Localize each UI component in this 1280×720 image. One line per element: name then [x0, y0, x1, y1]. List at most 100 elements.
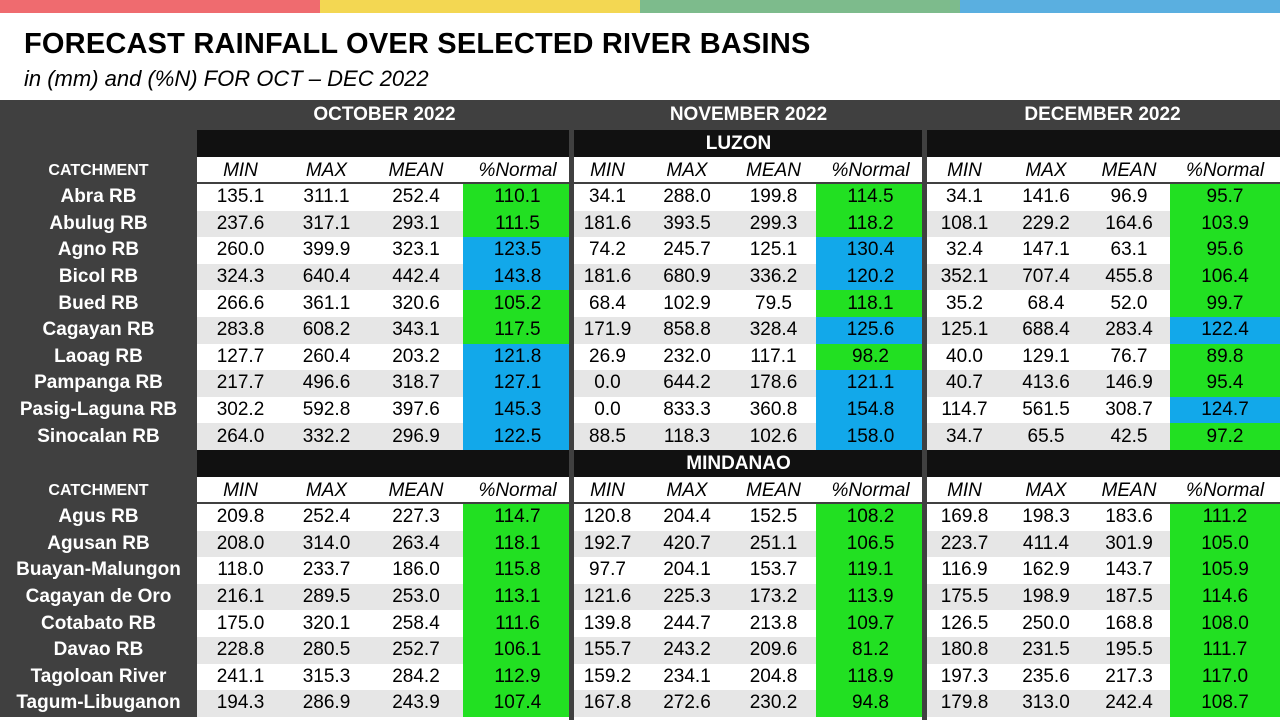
pct-normal-cell: 106.5: [816, 530, 925, 558]
value-cell: 96.9: [1088, 184, 1170, 211]
catchment-name: Pasig-Laguna RB: [0, 396, 197, 424]
value-cell: 608.2: [284, 317, 369, 344]
page-subtitle: in (mm) and (%N) FOR OCT – DEC 2022: [24, 66, 429, 91]
value-cell: 644.2: [643, 370, 731, 397]
header-separator: [197, 182, 1280, 184]
pct-normal-cell: 106.1: [463, 637, 572, 664]
value-cell: 361.1: [284, 290, 369, 317]
value-cell: 52.0: [1088, 290, 1170, 317]
value-cell: 169.8: [925, 504, 1004, 531]
value-cell: 284.2: [369, 663, 463, 691]
pct-normal-cell: 94.8: [816, 690, 925, 717]
value-cell: 217.3: [1088, 663, 1170, 691]
catchment-name: Pampanga RB: [0, 370, 197, 397]
value-cell: 143.7: [1088, 557, 1170, 584]
value-cell: 194.3: [197, 690, 284, 717]
value-cell: 121.6: [572, 583, 643, 611]
value-cell: 318.7: [369, 370, 463, 397]
value-cell: 153.7: [731, 557, 816, 584]
column-header-min: MIN: [197, 157, 284, 184]
column-header-pct-normal: %Normal: [463, 477, 572, 504]
column-header-mean: MEAN: [731, 157, 816, 184]
value-cell: 235.6: [1004, 663, 1088, 691]
value-cell: 195.5: [1088, 637, 1170, 664]
value-cell: 217.7: [197, 370, 284, 397]
value-cell: 225.3: [643, 583, 731, 611]
value-cell: 252.7: [369, 637, 463, 664]
value-cell: 79.5: [731, 290, 816, 317]
value-cell: 286.9: [284, 690, 369, 717]
pct-normal-cell: 114.6: [1170, 583, 1280, 611]
pct-normal-cell: 108.2: [816, 504, 925, 531]
column-header-min: MIN: [572, 157, 643, 184]
value-cell: 199.8: [731, 184, 816, 211]
pct-normal-cell: 158.0: [816, 423, 925, 450]
value-cell: 455.8: [1088, 263, 1170, 291]
value-cell: 680.9: [643, 263, 731, 291]
value-cell: 251.1: [731, 530, 816, 558]
pct-normal-cell: 106.4: [1170, 263, 1280, 291]
value-cell: 197.3: [925, 663, 1004, 691]
value-cell: 108.1: [925, 210, 1004, 238]
value-cell: 280.5: [284, 637, 369, 664]
top-bar-blue: [960, 0, 1280, 13]
value-cell: 258.4: [369, 610, 463, 637]
value-cell: 192.7: [572, 530, 643, 558]
value-cell: 181.6: [572, 263, 643, 291]
value-cell: 393.5: [643, 210, 731, 238]
catchment-name: Abulug RB: [0, 210, 197, 238]
value-cell: 592.8: [284, 396, 369, 424]
column-header-mean: MEAN: [1088, 477, 1170, 504]
value-cell: 88.5: [572, 423, 643, 450]
column-header-max: MAX: [643, 157, 731, 184]
column-header-min: MIN: [925, 157, 1004, 184]
catchment-name: Cagayan de Oro: [0, 583, 197, 611]
month-header: OCTOBER 2022: [197, 100, 572, 130]
value-cell: 707.4: [1004, 263, 1088, 291]
value-cell: 181.6: [572, 210, 643, 238]
value-cell: 688.4: [1004, 317, 1088, 344]
value-cell: 223.7: [925, 530, 1004, 558]
value-cell: 243.9: [369, 690, 463, 717]
value-cell: 332.2: [284, 423, 369, 450]
value-cell: 118.0: [197, 557, 284, 584]
pct-normal-cell: 120.2: [816, 263, 925, 291]
value-cell: 213.8: [731, 610, 816, 637]
month-divider: [922, 100, 927, 720]
value-cell: 230.2: [731, 690, 816, 717]
pct-normal-cell: 105.0: [1170, 530, 1280, 558]
value-cell: 323.1: [369, 237, 463, 264]
value-cell: 173.2: [731, 583, 816, 611]
pct-normal-cell: 99.7: [1170, 290, 1280, 317]
value-cell: 171.9: [572, 317, 643, 344]
column-header-mean: MEAN: [369, 157, 463, 184]
pct-normal-cell: 81.2: [816, 637, 925, 664]
pct-normal-cell: 117.0: [1170, 663, 1280, 691]
value-cell: 399.9: [284, 237, 369, 264]
pct-normal-cell: 111.6: [463, 610, 572, 637]
value-cell: 302.2: [197, 396, 284, 424]
value-cell: 232.0: [643, 343, 731, 371]
pct-normal-cell: 107.4: [463, 690, 572, 717]
column-header-max: MAX: [643, 477, 731, 504]
value-cell: 68.4: [572, 290, 643, 317]
value-cell: 127.7: [197, 343, 284, 371]
column-header-mean: MEAN: [369, 477, 463, 504]
value-cell: 227.3: [369, 504, 463, 531]
value-cell: 198.9: [1004, 583, 1088, 611]
pct-normal-cell: 111.7: [1170, 637, 1280, 664]
pct-normal-cell: 124.7: [1170, 396, 1280, 424]
top-bar-green: [640, 0, 960, 13]
value-cell: 159.2: [572, 663, 643, 691]
pct-normal-cell: 130.4: [816, 237, 925, 264]
column-header-mean: MEAN: [1088, 157, 1170, 184]
column-header-max: MAX: [284, 157, 369, 184]
pct-normal-cell: 95.4: [1170, 370, 1280, 397]
value-cell: 76.7: [1088, 343, 1170, 371]
pct-normal-cell: 114.5: [816, 184, 925, 211]
pct-normal-cell: 154.8: [816, 396, 925, 424]
column-header-pct-normal: %Normal: [816, 157, 925, 184]
value-cell: 183.6: [1088, 504, 1170, 531]
value-cell: 209.6: [731, 637, 816, 664]
value-cell: 229.2: [1004, 210, 1088, 238]
